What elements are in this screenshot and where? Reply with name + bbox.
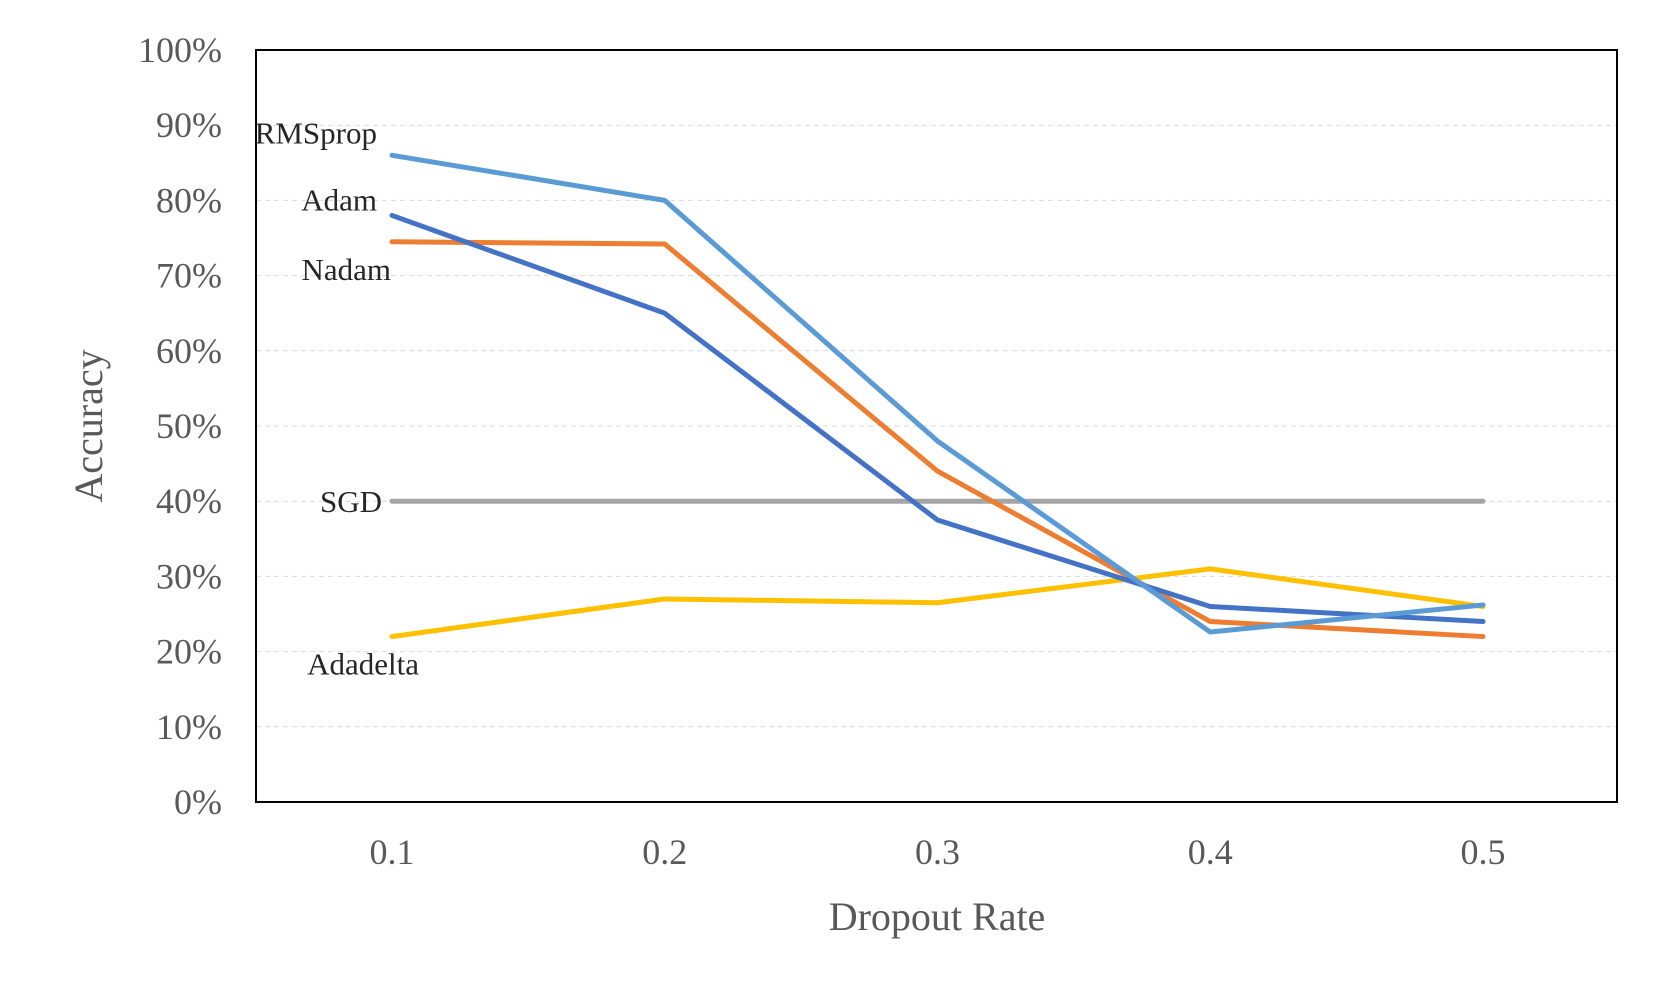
x-tick-label: 0.4: [1188, 832, 1233, 872]
series-labels: Adadelta SGD Nadam Adam RMSprop: [255, 115, 420, 681]
x-axis-title: Dropout Rate: [829, 894, 1046, 939]
x-tick-label: 0.3: [915, 832, 960, 872]
plot-area-border: [255, 49, 1618, 803]
y-tick-label: 20%: [156, 632, 222, 672]
y-axis-tick-labels: 0% 10% 20% 30% 40% 50% 60% 70% 80% 90% 100%: [138, 30, 222, 822]
series-line-rmsprop: [389, 152, 1486, 635]
x-tick-label: 0.1: [370, 832, 415, 872]
y-tick-label: 50%: [156, 406, 222, 446]
y-tick-label: 40%: [156, 481, 222, 521]
y-tick-label: 90%: [156, 105, 222, 145]
y-axis-title: Accuracy: [66, 349, 111, 502]
series-lines: [389, 152, 1486, 640]
y-tick-label: 100%: [138, 30, 222, 70]
series-label-sgd: SGD: [320, 484, 382, 519]
y-tick-label: 80%: [156, 180, 222, 220]
y-tick-label: 30%: [156, 556, 222, 596]
x-tick-label: 0.2: [642, 832, 687, 872]
series-label-adam: Adam: [301, 182, 377, 217]
y-tick-label: 0%: [174, 782, 222, 822]
y-tick-label: 70%: [156, 256, 222, 296]
series-line-adam: [389, 212, 1486, 625]
series-label-rmsprop: RMSprop: [255, 115, 377, 150]
y-tick-label: 60%: [156, 331, 222, 371]
x-axis-tick-labels: 0.1 0.2 0.3 0.4 0.5: [370, 832, 1506, 872]
series-line-nadam: [389, 239, 1486, 640]
x-tick-label: 0.5: [1461, 832, 1506, 872]
series-line-adadelta: [389, 566, 1486, 640]
y-tick-label: 10%: [156, 707, 222, 747]
gridlines: [256, 124, 1617, 728]
series-label-adadelta: Adadelta: [307, 647, 419, 682]
series-label-nadam: Nadam: [301, 252, 391, 287]
